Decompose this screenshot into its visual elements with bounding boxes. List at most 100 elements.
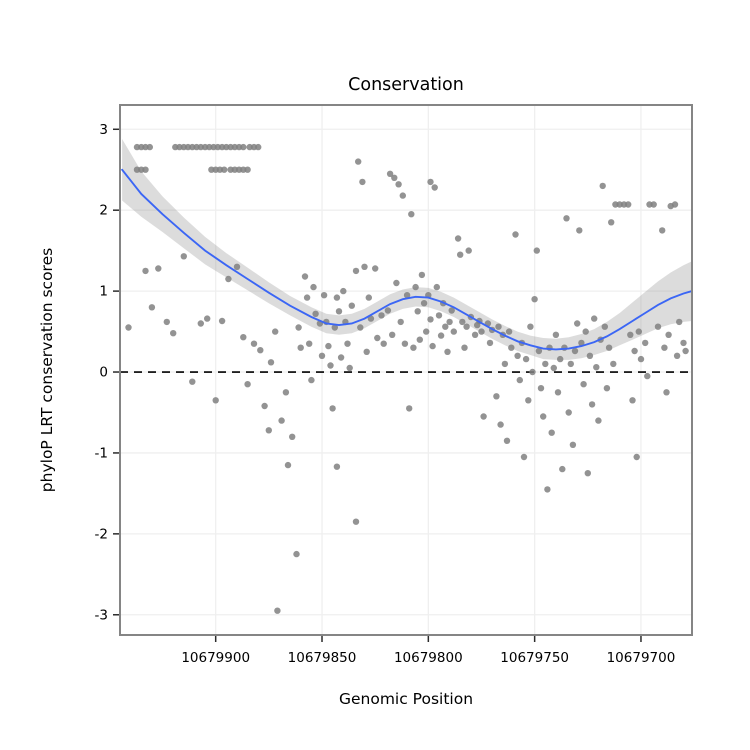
data-point — [348, 302, 355, 309]
data-point — [463, 323, 470, 330]
data-point — [221, 166, 228, 173]
data-point — [603, 385, 611, 392]
data-point — [635, 328, 642, 335]
data-point — [601, 323, 608, 330]
data-point — [671, 201, 679, 208]
data-point — [605, 344, 613, 351]
data-point — [363, 348, 370, 355]
data-point — [391, 174, 398, 181]
data-point — [478, 328, 485, 335]
data-point — [320, 292, 328, 299]
data-point — [301, 273, 309, 280]
data-point — [578, 339, 585, 347]
data-point — [448, 307, 455, 314]
data-point — [218, 317, 226, 325]
data-point — [680, 339, 687, 347]
x-tick-label: 10679900 — [181, 650, 250, 666]
data-point — [267, 359, 275, 366]
data-point — [355, 158, 362, 165]
data-point — [204, 315, 211, 322]
data-point — [516, 376, 523, 384]
x-tick-label: 10679750 — [500, 650, 569, 666]
data-point — [306, 340, 313, 347]
data-point — [431, 184, 438, 191]
data-point — [142, 267, 149, 275]
data-point — [529, 368, 536, 376]
data-point — [389, 331, 396, 338]
data-point — [163, 318, 170, 326]
data-point — [563, 215, 570, 222]
data-point — [673, 352, 681, 359]
y-tick-label: -3 — [95, 607, 108, 623]
data-point — [393, 279, 400, 287]
data-point — [627, 331, 634, 338]
data-point — [644, 372, 651, 380]
data-point — [465, 247, 472, 254]
panel-border — [119, 104, 693, 636]
data-point — [527, 323, 534, 330]
data-point — [410, 344, 417, 351]
data-point — [433, 283, 440, 291]
data-point — [591, 315, 598, 322]
data-point — [567, 360, 574, 368]
data-point — [486, 339, 494, 347]
data-point — [599, 182, 606, 190]
data-point — [289, 433, 296, 440]
data-point — [197, 320, 204, 327]
data-point — [295, 324, 302, 331]
data-point — [325, 342, 332, 350]
data-point — [142, 166, 149, 173]
data-point — [659, 227, 666, 234]
data-point — [454, 235, 462, 242]
data-point — [329, 405, 336, 412]
data-point — [125, 324, 132, 331]
data-point — [250, 340, 258, 347]
data-point — [401, 340, 409, 347]
data-point — [352, 267, 360, 275]
data-point — [284, 461, 292, 469]
data-point — [255, 143, 262, 151]
data-point — [574, 320, 581, 327]
data-point — [557, 355, 564, 363]
data-point — [554, 389, 562, 396]
data-point — [397, 318, 404, 326]
plot-panel-background — [120, 105, 692, 635]
smooth-line-layer — [121, 168, 693, 351]
y-axis-label: phyloP LRT conservation scores — [38, 248, 56, 492]
data-point — [427, 316, 434, 323]
data-point — [559, 465, 566, 473]
y-tick-label: -1 — [95, 445, 108, 461]
data-point — [520, 453, 528, 461]
data-point — [633, 453, 640, 461]
data-point — [661, 344, 668, 351]
data-point — [637, 355, 645, 363]
data-point — [512, 231, 519, 238]
data-point — [461, 344, 468, 351]
data-point — [361, 263, 368, 270]
data-point — [548, 429, 555, 436]
data-point — [540, 413, 547, 420]
data-point — [676, 318, 683, 326]
data-point — [418, 271, 426, 279]
data-point — [180, 253, 187, 260]
data-point — [403, 292, 411, 299]
data-point — [337, 354, 345, 361]
y-tick-label: 0 — [99, 365, 108, 381]
data-point — [588, 401, 596, 408]
data-point — [531, 296, 538, 303]
x-tick-label: 10679850 — [288, 650, 357, 666]
data-point — [278, 417, 285, 424]
data-point — [416, 336, 423, 343]
data-point — [650, 201, 657, 208]
y-tick-label: 1 — [99, 284, 108, 300]
data-point — [542, 360, 549, 368]
data-point — [399, 192, 406, 199]
data-point — [450, 328, 457, 335]
data-point — [629, 397, 636, 404]
data-point — [565, 409, 572, 416]
data-point — [427, 178, 434, 186]
data-point — [303, 294, 311, 301]
data-point — [569, 441, 577, 448]
data-point — [414, 308, 421, 315]
